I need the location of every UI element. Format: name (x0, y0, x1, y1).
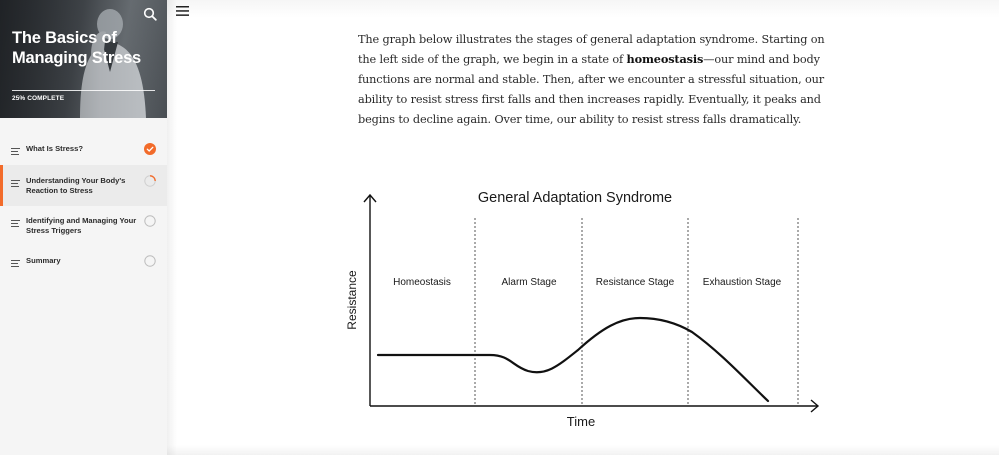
course-header: The Basics of Managing Stress 25% COMPLE… (0, 0, 167, 118)
diagram-title: General Adaptation Syndrome (478, 190, 672, 206)
lesson-list: What Is Stress? Understanding Your Body'… (0, 136, 167, 275)
y-axis-arrow (363, 193, 377, 203)
empty-circle-icon (144, 215, 156, 227)
progress-ring-icon (144, 175, 156, 187)
search-icon[interactable] (143, 7, 157, 21)
lesson-item-body-reaction[interactable]: Understanding Your Body's Reaction to St… (0, 165, 167, 206)
course-title: The Basics of Managing Stress (12, 29, 142, 67)
y-axis-label: Resistance (345, 270, 359, 330)
x-axis-label: Time (567, 414, 595, 429)
homeostasis-term: homeostasis (626, 51, 704, 66)
lesson-label: Summary (26, 256, 61, 265)
lines-icon (11, 220, 20, 227)
x-axis-arrow (810, 399, 820, 413)
stage-label-alarm: Alarm Stage (501, 277, 556, 288)
progress-label: 25% COMPLETE (12, 95, 65, 102)
course-sidebar: The Basics of Managing Stress 25% COMPLE… (0, 0, 167, 455)
lesson-label: Identifying and Managing Your Stress Tri… (26, 216, 137, 235)
lines-icon (11, 180, 20, 187)
lines-icon (11, 148, 20, 155)
stage-label-resistance: Resistance Stage (596, 277, 675, 288)
stage-label-homeostasis: Homeostasis (393, 277, 451, 288)
checkmark-icon (144, 143, 156, 155)
lesson-item-summary[interactable]: Summary (0, 247, 167, 275)
lesson-label: Understanding Your Body's Reaction to St… (26, 176, 126, 195)
lesson-item-what-is-stress[interactable]: What Is Stress? (0, 136, 167, 165)
stage-label-exhaustion: Exhaustion Stage (703, 277, 782, 288)
active-indicator (0, 165, 3, 206)
progress-bar (12, 90, 155, 91)
gas-diagram: General Adaptation Syndrome Homeostasis … (345, 190, 820, 429)
lesson-paragraph: The graph below illustrates the stages o… (358, 33, 825, 126)
resistance-curve (376, 316, 770, 403)
lesson-item-stress-triggers[interactable]: Identifying and Managing Your Stress Tri… (0, 206, 167, 247)
lines-icon (11, 260, 20, 267)
empty-circle-icon (144, 255, 156, 267)
hamburger-menu-icon[interactable] (176, 5, 189, 17)
lesson-label: What Is Stress? (26, 144, 83, 153)
